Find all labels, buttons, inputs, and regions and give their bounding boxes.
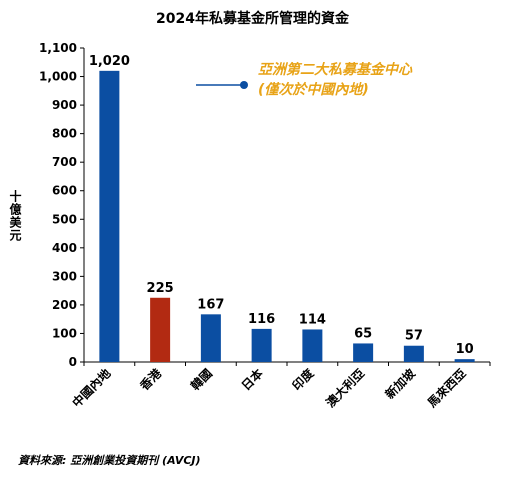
x-tick-label: 印度 — [289, 365, 317, 393]
annotation-line-1: 亞洲第二大私募基金中心 — [258, 62, 412, 78]
y-tick-label: 1,000 — [39, 70, 77, 84]
y-tick-label: 600 — [52, 184, 77, 198]
data-label: 167 — [197, 297, 224, 312]
data-label: 1,020 — [89, 54, 130, 69]
y-tick-label: 900 — [52, 98, 77, 112]
y-tick-label: 700 — [52, 155, 77, 169]
bar — [251, 328, 272, 362]
y-tick-label: 800 — [52, 127, 77, 141]
y-tick-label: 400 — [52, 241, 77, 255]
bar — [454, 359, 475, 362]
x-tick-label: 新加坡 — [382, 365, 419, 402]
chart-title: 2024年私募基金所管理的資金 — [156, 11, 349, 27]
data-label: 114 — [299, 312, 326, 327]
bar — [99, 70, 120, 362]
y-tick-label: 300 — [52, 269, 77, 283]
annotation-callout: 亞洲第二大私募基金中心 (僅次於中國內地) — [258, 60, 412, 100]
data-label: 57 — [405, 329, 423, 344]
source-note: 資料來源: 亞洲創業投資期刊 (AVCJ) — [18, 454, 201, 467]
x-tick-label: 日本 — [238, 366, 266, 394]
y-tick-label: 200 — [52, 298, 77, 312]
x-tick-label: 中國內地 — [69, 366, 114, 411]
data-label: 10 — [456, 342, 474, 357]
x-tick-label: 澳大利亞 — [323, 366, 368, 411]
y-tick-label: 500 — [52, 212, 77, 226]
y-tick-label: 100 — [52, 326, 77, 340]
annotation-marker — [240, 81, 248, 89]
y-tick-label: 0 — [69, 355, 77, 369]
bar — [150, 297, 171, 362]
y-tick-label: 1,100 — [39, 41, 77, 55]
data-label: 116 — [248, 312, 275, 327]
annotation-line-2: (僅次於中國內地) — [258, 82, 369, 98]
x-tick-label: 韓國 — [187, 366, 215, 394]
bar — [353, 343, 374, 362]
y-axis-label: 十億美元 — [8, 190, 22, 242]
bar — [302, 329, 323, 362]
x-tick-label: 馬來西亞 — [424, 366, 469, 411]
bar — [200, 314, 221, 362]
data-label: 225 — [147, 281, 174, 296]
x-tick-label: 香港 — [136, 365, 165, 394]
data-label: 65 — [354, 326, 372, 341]
bar — [403, 345, 424, 362]
